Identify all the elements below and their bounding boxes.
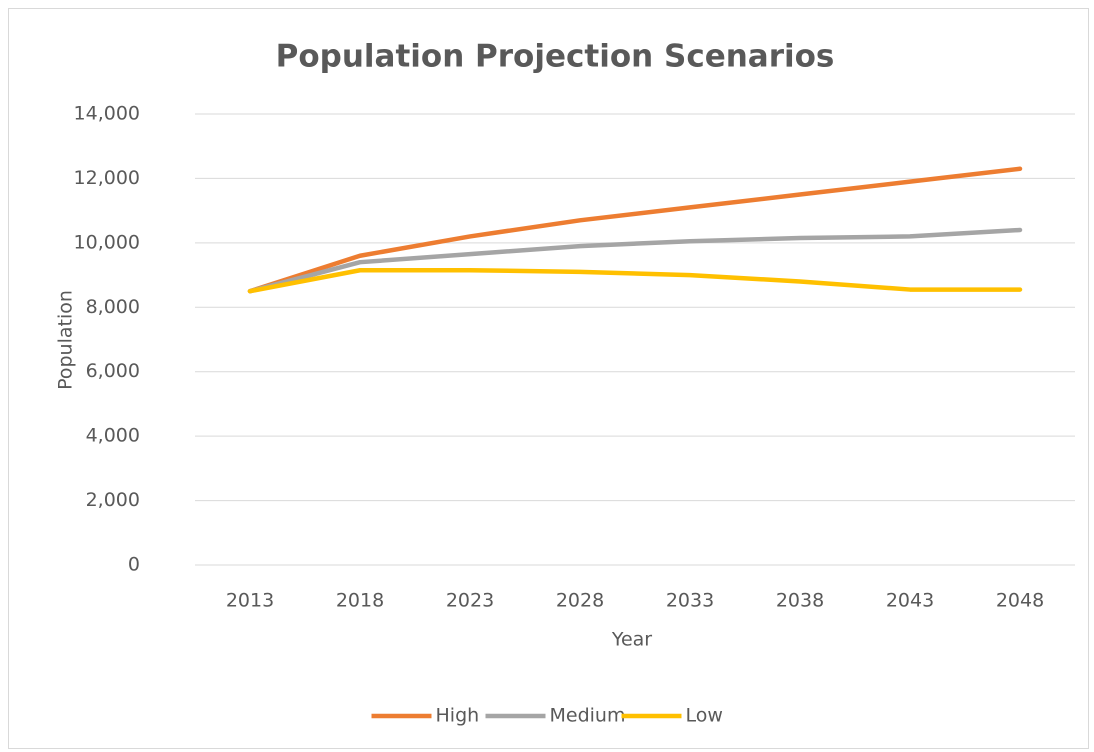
y-tick-label: 12,000 [74, 167, 140, 189]
x-tick-label: 2048 [996, 590, 1044, 612]
legend-label: High [436, 705, 480, 727]
x-tick-label: 2028 [556, 590, 604, 612]
series-line [247, 267, 1023, 294]
x-axis-label: Year [611, 629, 652, 651]
y-tick-label: 8,000 [86, 296, 140, 318]
series-line [247, 227, 1023, 294]
x-tick-label: 2013 [226, 590, 274, 612]
y-tick-label: 0 [128, 554, 140, 576]
legend-label: Low [686, 705, 723, 727]
legend-label: Medium [550, 705, 626, 727]
chart-border [8, 8, 1089, 749]
x-tick-label: 2033 [666, 590, 714, 612]
y-tick-label: 6,000 [86, 360, 140, 382]
x-tick-label: 2018 [336, 590, 384, 612]
y-axis-label: Population [55, 290, 77, 390]
y-tick-label: 2,000 [86, 489, 140, 511]
series-line [247, 166, 1023, 294]
chart-title: Population Projection Scenarios [276, 39, 835, 75]
y-tick-label: 14,000 [74, 103, 140, 125]
x-tick-label: 2043 [886, 590, 934, 612]
x-tick-label: 2023 [446, 590, 494, 612]
y-tick-label: 4,000 [86, 425, 140, 447]
x-tick-label: 2038 [776, 590, 824, 612]
y-tick-label: 10,000 [74, 231, 140, 253]
